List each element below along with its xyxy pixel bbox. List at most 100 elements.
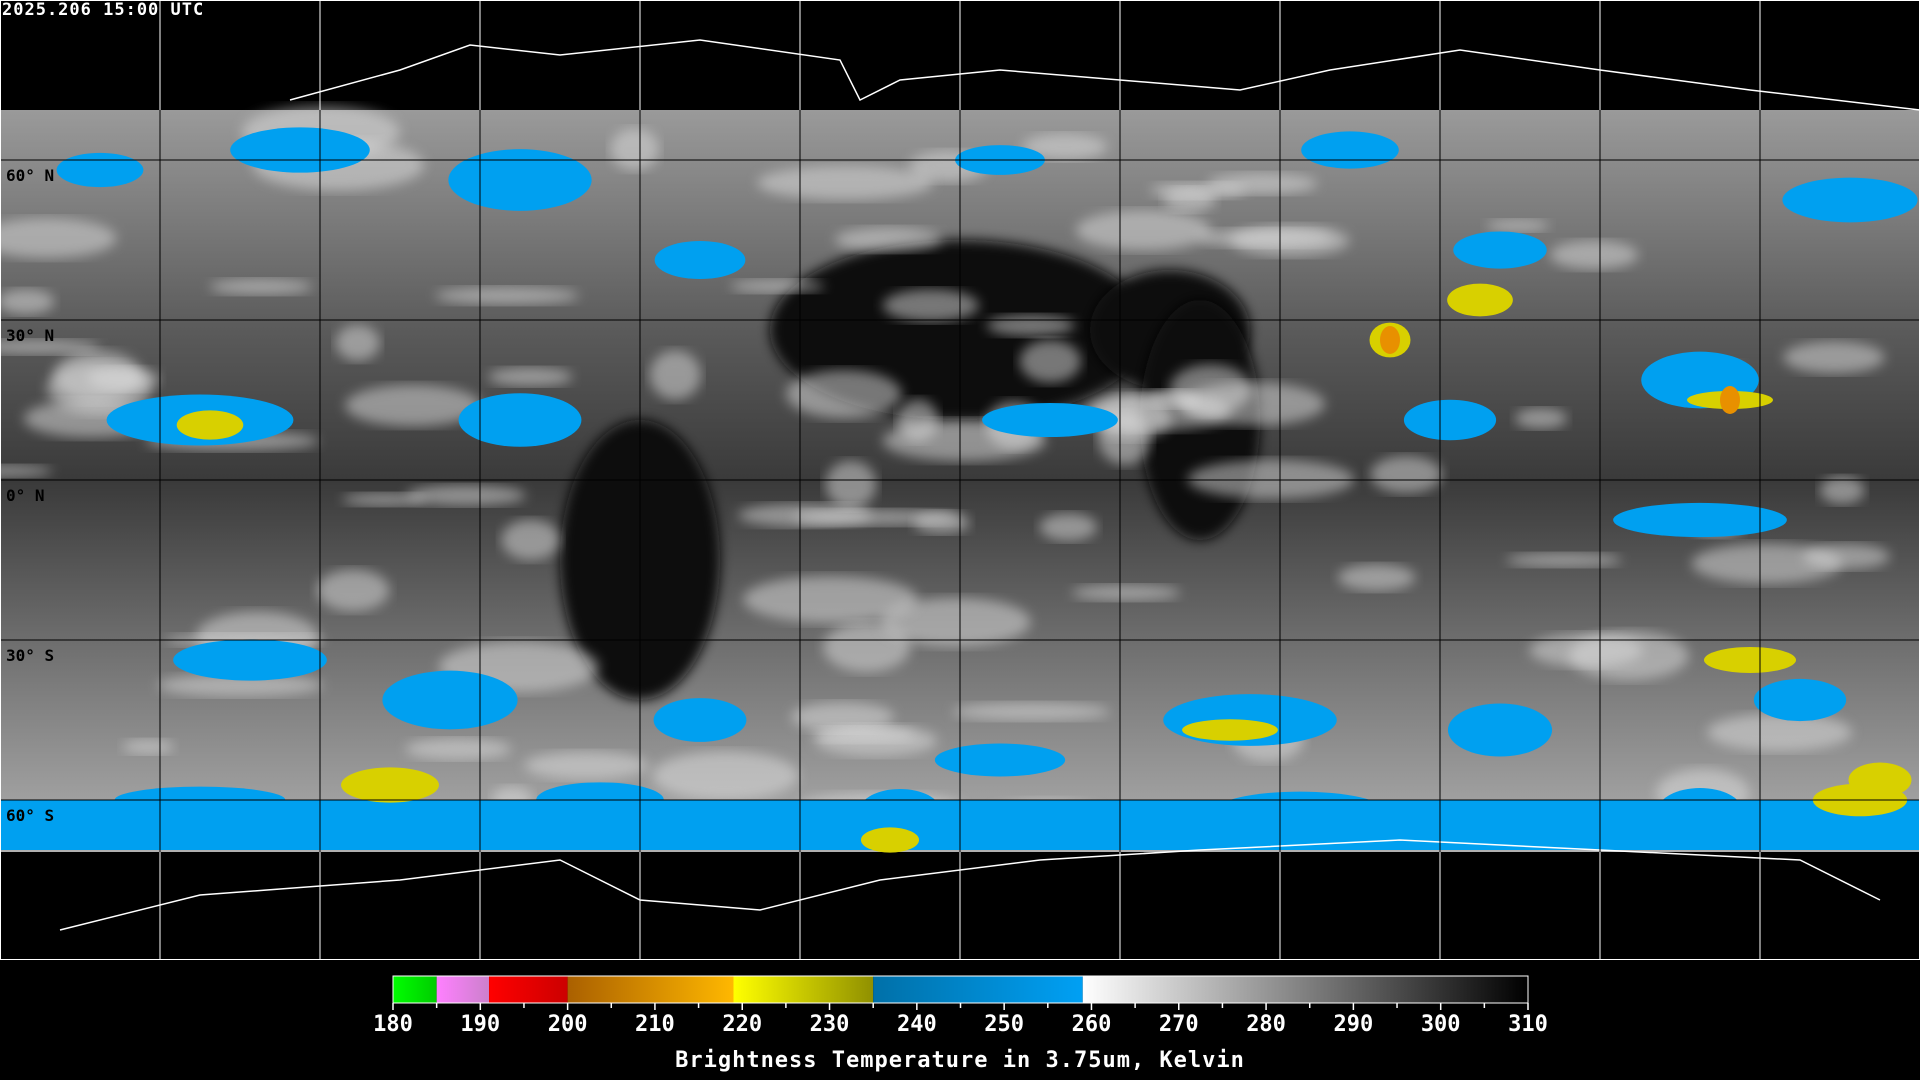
cold-cloud-area (173, 639, 327, 681)
cold-cloud-area (1753, 678, 1847, 722)
cloud-area (652, 751, 799, 801)
cloud-area (1783, 341, 1885, 374)
very-cold-cloud-area (860, 827, 920, 853)
very-cold-cloud-area (1447, 283, 1513, 317)
cloud-area (405, 738, 512, 760)
cloud-area (1197, 228, 1333, 248)
very-cold-cloud-area (1703, 647, 1797, 673)
very-cold-cloud-area (1848, 762, 1912, 798)
colorbar-tick-label: 200 (547, 1012, 588, 1037)
cloud-area (434, 287, 580, 305)
cloud-area (1019, 339, 1082, 383)
cold-cloud-area (654, 240, 746, 280)
colorbar (392, 975, 1529, 1010)
cloud-area (1707, 713, 1852, 752)
cloud-area (1039, 513, 1098, 541)
cloud-area (1515, 408, 1568, 429)
cloud-area (730, 279, 825, 293)
cloud-area (335, 324, 380, 361)
colorbar-segment (1082, 976, 1528, 1003)
very-cold-cloud-area (176, 410, 244, 440)
latitude-label: 30° N (6, 326, 55, 345)
cold-cloud-area (1301, 131, 1399, 169)
colorbar-tick-label: 240 (896, 1012, 937, 1037)
cloud-area (812, 727, 915, 743)
cold-cloud-area (1447, 703, 1553, 757)
cold-cloud-area (230, 127, 370, 173)
cloud-area (122, 739, 174, 755)
cloud-area (792, 509, 959, 526)
cloud-area (1370, 455, 1443, 494)
cold-cloud-area (458, 393, 582, 447)
colorbar-tick-label: 220 (722, 1012, 763, 1037)
cloud-area (1187, 459, 1355, 499)
cloud-area (1075, 210, 1212, 251)
cloud-area (823, 622, 911, 672)
cold-cloud-area (1453, 231, 1547, 269)
cloud-area (487, 367, 573, 387)
cloud-area (1486, 219, 1550, 232)
cloud-area (1163, 187, 1216, 212)
colorbar-tick-label: 310 (1508, 1012, 1548, 1037)
cold-cloud-area (1782, 177, 1918, 223)
cloud-area (743, 575, 918, 623)
colorbar-tick-label: 270 (1158, 1012, 1199, 1037)
colorbar-tick-label: 190 (460, 1012, 501, 1037)
cloud-area (1337, 564, 1416, 591)
cloud-area (610, 128, 659, 171)
satellite-map (0, 0, 1920, 960)
cloud-area (757, 165, 934, 200)
colorbar-tick-label: 300 (1420, 1012, 1461, 1037)
cloud-area (880, 597, 1031, 647)
cloud-area (406, 485, 526, 506)
cloud-area (345, 384, 482, 427)
colorbar-segment (567, 976, 734, 1003)
arctic-coastline (289, 39, 1920, 111)
cloud-area (825, 460, 877, 509)
latitude-label: 30° S (6, 646, 55, 665)
cold-cloud-area (56, 152, 144, 188)
cloud-area (1505, 552, 1622, 568)
colorbar-tick-label: 180 (373, 1012, 413, 1037)
colorbar-title: Brightness Temperature in 3.75um, Kelvin (675, 1048, 1245, 1073)
cloud-area (1071, 584, 1181, 601)
cold-cloud-area (448, 149, 592, 211)
cloud-area (1803, 543, 1890, 570)
colorbar-legend: 180 190 200 210 220 230 240 250 260 270 280 290 300 3… (0, 960, 1920, 1080)
cloud-area (791, 702, 895, 732)
colorbar-tick-label: 280 (1246, 1012, 1286, 1037)
cloud-area (649, 350, 701, 400)
cold-cloud-area (1613, 502, 1787, 538)
cloud-area (53, 350, 143, 402)
colorbar-segment (733, 976, 874, 1003)
colorbar-tick-label: 230 (809, 1012, 850, 1037)
cloud-area (524, 751, 649, 780)
coldest-cloud-core (1380, 326, 1400, 354)
cloud-area (1169, 364, 1252, 415)
very-cold-cloud-area (1182, 719, 1278, 741)
timestamp: 2025.206 15:00 UTC (2, 0, 205, 20)
cloud-area (316, 569, 390, 612)
cloud-area (0, 289, 55, 315)
latitude-label: 60° S (6, 806, 55, 825)
cloud-area (1022, 133, 1108, 161)
cloud-area (209, 278, 313, 295)
colorbar-tick-label: 210 (635, 1012, 675, 1037)
cloud-area (1568, 631, 1689, 680)
cloud-area (952, 702, 1111, 721)
colorbar-tick-label: 290 (1333, 1012, 1374, 1037)
cloud-area (0, 339, 101, 355)
colorbar-tick-label: 250 (984, 1012, 1025, 1037)
colorbar-segment (436, 976, 490, 1003)
cold-cloud-area (382, 670, 518, 730)
latitude-label: 60° N (6, 166, 55, 185)
brightness-temperature-image (0, 0, 1920, 960)
colorbar-segment (393, 976, 437, 1003)
cold-cloud-area (982, 402, 1118, 438)
coldest-cloud-core (1720, 386, 1740, 414)
cloud-area (342, 492, 427, 506)
latitude-label: 0° N (6, 486, 45, 505)
cold-cloud-area (934, 743, 1066, 777)
cloud-area (786, 369, 902, 419)
antarctic-coastline (59, 839, 1881, 931)
